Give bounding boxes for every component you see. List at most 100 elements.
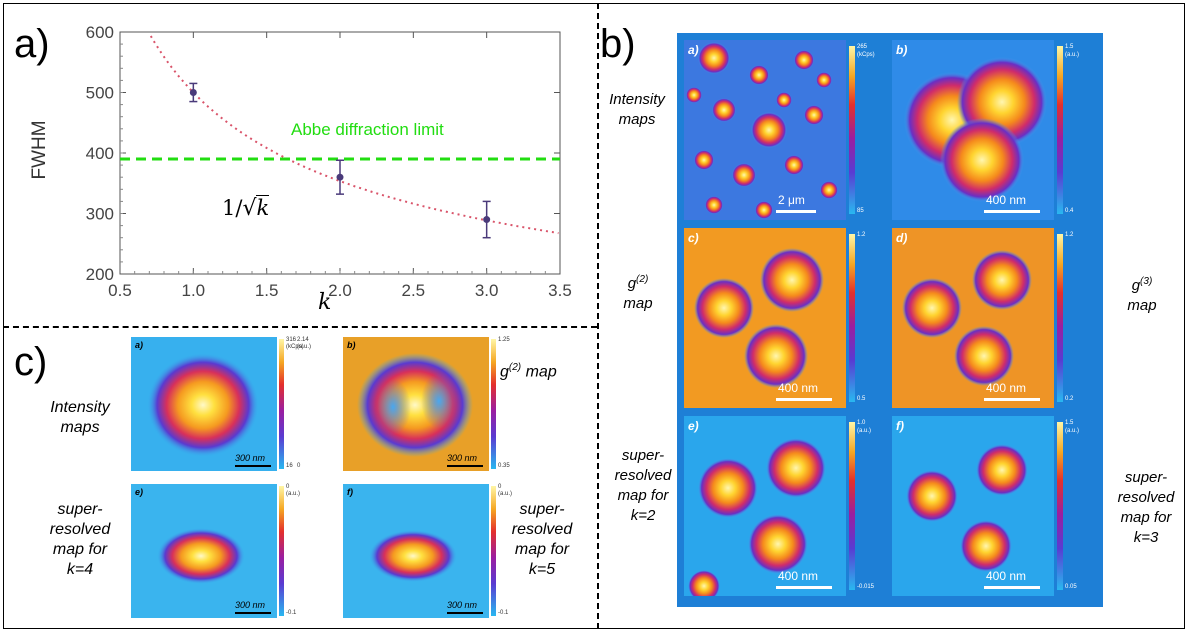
- colorbar-max-label: 0: [498, 484, 502, 490]
- b-g2-word: map: [623, 295, 653, 312]
- colorbar-max-label: 1.2: [1065, 232, 1074, 238]
- b-map-tile: [684, 228, 846, 408]
- c-sr-k5-label: super-resolved map for k=5: [511, 501, 573, 578]
- c-g2-sup: (2): [508, 362, 522, 373]
- b-map-tile: [892, 40, 1054, 220]
- panel-a-label: a): [14, 22, 50, 66]
- colorbar-unit-label: (a.u.): [286, 491, 301, 497]
- scalebar: [984, 586, 1040, 589]
- colorbar-min-label: 0.35: [498, 463, 510, 469]
- colorbar: [1057, 46, 1063, 214]
- map-spot: [698, 458, 758, 518]
- panel-c-label: c): [14, 340, 48, 384]
- colorbar-min-label: 0.5: [857, 396, 866, 402]
- fit-formula: 1/√k: [222, 195, 270, 221]
- scalebar-label: 400 nm: [778, 381, 819, 395]
- scalebar: [984, 398, 1040, 401]
- b-sr-k3-label: super-resolved map for k=3: [1117, 469, 1175, 546]
- colorbar-max-label: 1.0: [857, 420, 866, 426]
- c-map-tile: [343, 484, 489, 618]
- colorbar-max-label: 1.2: [857, 232, 866, 238]
- map-spot: [157, 528, 245, 584]
- tile-tag: f): [896, 419, 904, 433]
- b-map-tile: [892, 228, 1054, 408]
- plot-frame: [119, 31, 561, 275]
- map-spot: [694, 278, 754, 338]
- tile-tag: a): [688, 43, 699, 57]
- colorbar: [279, 486, 284, 616]
- y-tick-label: 300: [86, 205, 114, 224]
- scalebar: [776, 398, 832, 401]
- scalebar-label: 400 nm: [986, 193, 1027, 207]
- tile-tag: e): [688, 419, 699, 433]
- map-spot: [766, 438, 826, 498]
- colorbar-min-label: 0.2: [1065, 396, 1074, 402]
- b-g3-sup: (3): [1140, 276, 1153, 287]
- fit-curve: [149, 35, 559, 235]
- colorbar-unit-label: (a.u.): [1065, 52, 1080, 58]
- b-g3-word: map: [1127, 297, 1157, 314]
- colorbar: [849, 234, 855, 402]
- colorbar-max-label: 0: [286, 484, 290, 490]
- map-spot: [751, 112, 787, 148]
- tile-tag: d): [896, 231, 908, 245]
- y-axis-label: FWHM: [29, 120, 50, 180]
- scalebar-label: 300 nm: [447, 600, 478, 610]
- b-g2-sup: (2): [636, 274, 649, 285]
- map-spot: [776, 92, 792, 108]
- map-spot: [686, 87, 702, 103]
- map-spot: [694, 150, 714, 170]
- colorbar-min-label: 16: [286, 463, 293, 469]
- tile-tag: c): [688, 231, 699, 245]
- colorbar: [1057, 422, 1063, 590]
- map-spot: [804, 105, 824, 125]
- colorbar-max-label: 1.25: [498, 337, 510, 343]
- c-map-tile: [131, 484, 277, 618]
- b-intensity-maps-label: Intensity maps: [609, 91, 665, 128]
- scalebar: [235, 612, 271, 614]
- scalebar-label: 300 nm: [235, 453, 266, 463]
- tile-tag: f): [347, 487, 353, 497]
- scalebar-label: 300 nm: [235, 600, 266, 610]
- figure-frame: [3, 3, 1185, 629]
- y-tick-label: 200: [86, 265, 114, 284]
- map-spot: [954, 326, 1014, 386]
- x-tick-label: 1.5: [255, 281, 279, 300]
- x-axis-label: k: [318, 290, 332, 315]
- x-tick-label: 3.5: [548, 281, 572, 300]
- map-spot: [960, 520, 1012, 572]
- colorbar-unit-label-2: (a.u.): [297, 344, 312, 350]
- map-spot: [421, 373, 457, 429]
- colorbar-unit-label: (a.u.): [498, 491, 513, 497]
- scalebar: [235, 465, 271, 467]
- colorbar: [279, 339, 284, 469]
- y-tick-label: 400: [86, 144, 114, 163]
- b-g2-base: g: [627, 275, 637, 292]
- c-g2-map-label: g(2) map: [500, 362, 557, 381]
- x-tick-label: 2.5: [402, 281, 426, 300]
- map-spot: [698, 42, 730, 74]
- colorbar-max-label: 1.5: [1065, 420, 1074, 426]
- scalebar-label: 400 nm: [986, 569, 1027, 583]
- map-spot: [902, 278, 962, 338]
- map-spot: [794, 50, 814, 70]
- map-spot: [816, 72, 832, 88]
- vertical-divider: [597, 3, 599, 629]
- map-spot: [705, 196, 723, 214]
- map-spot: [688, 570, 720, 596]
- b-map-tile: [684, 40, 846, 220]
- map-spot: [940, 118, 1024, 202]
- colorbar: [1057, 234, 1063, 402]
- map-spot: [784, 155, 804, 175]
- colorbar-min-label: -0.1: [286, 610, 297, 616]
- b-map-tile: [892, 416, 1054, 596]
- fwhm-chart: 0.5 1.0 1.5 2.0 2.5 3.0 3.5 200 300 400 500 600: [86, 23, 572, 300]
- map-spot: [744, 324, 808, 388]
- colorbar-min-label: 0.05: [1065, 584, 1077, 590]
- tile-tag: a): [135, 340, 144, 350]
- c-map-tile: [131, 337, 277, 471]
- map-spot: [732, 163, 756, 187]
- tile-tag: b): [896, 43, 908, 57]
- map-spot: [760, 248, 824, 312]
- colorbar-max-label: 316: [286, 337, 297, 343]
